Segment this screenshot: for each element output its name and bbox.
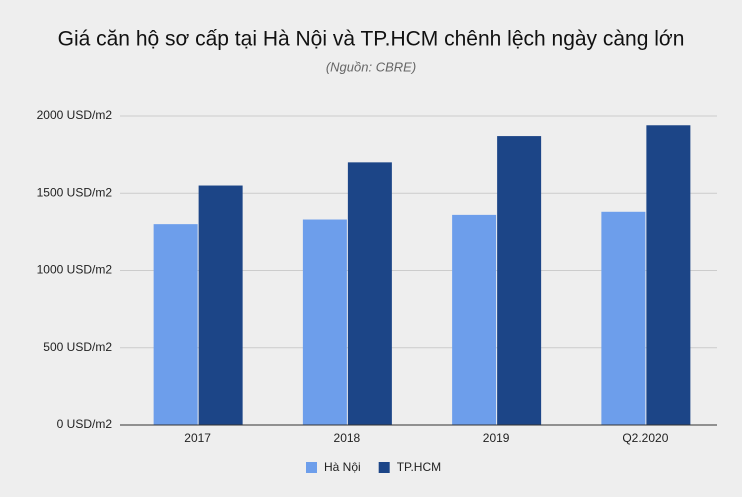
legend-swatch: [378, 462, 390, 473]
y-tick-label: 500 USD/m2: [43, 340, 112, 354]
legend-swatch: [306, 462, 317, 473]
bar: [452, 214, 497, 425]
legend-label: TP.HCM: [397, 460, 441, 474]
bar: [646, 125, 691, 426]
x-tick-label: 2018: [334, 431, 361, 445]
chart-subtitle: (Nguồn: CBRE): [326, 59, 416, 74]
bar: [198, 185, 243, 425]
bar: [302, 219, 347, 425]
x-tick-label: 2019: [483, 431, 510, 445]
x-tick-label: 2017: [184, 431, 211, 445]
legend-label: Hà Nội: [324, 460, 361, 474]
y-tick-label: 0 USD/m2: [57, 417, 113, 431]
y-tick-label: 2000 USD/m2: [37, 108, 113, 122]
bar: [347, 162, 392, 425]
y-tick-label: 1500 USD/m2: [37, 185, 113, 199]
bar: [497, 136, 542, 425]
chart-title: Giá căn hộ sơ cấp tại Hà Nội và TP.HCM c…: [58, 28, 685, 51]
bar: [601, 211, 646, 425]
bar: [153, 224, 198, 425]
x-tick-label: Q2.2020: [622, 431, 668, 445]
y-tick-label: 1000 USD/m2: [37, 263, 113, 277]
